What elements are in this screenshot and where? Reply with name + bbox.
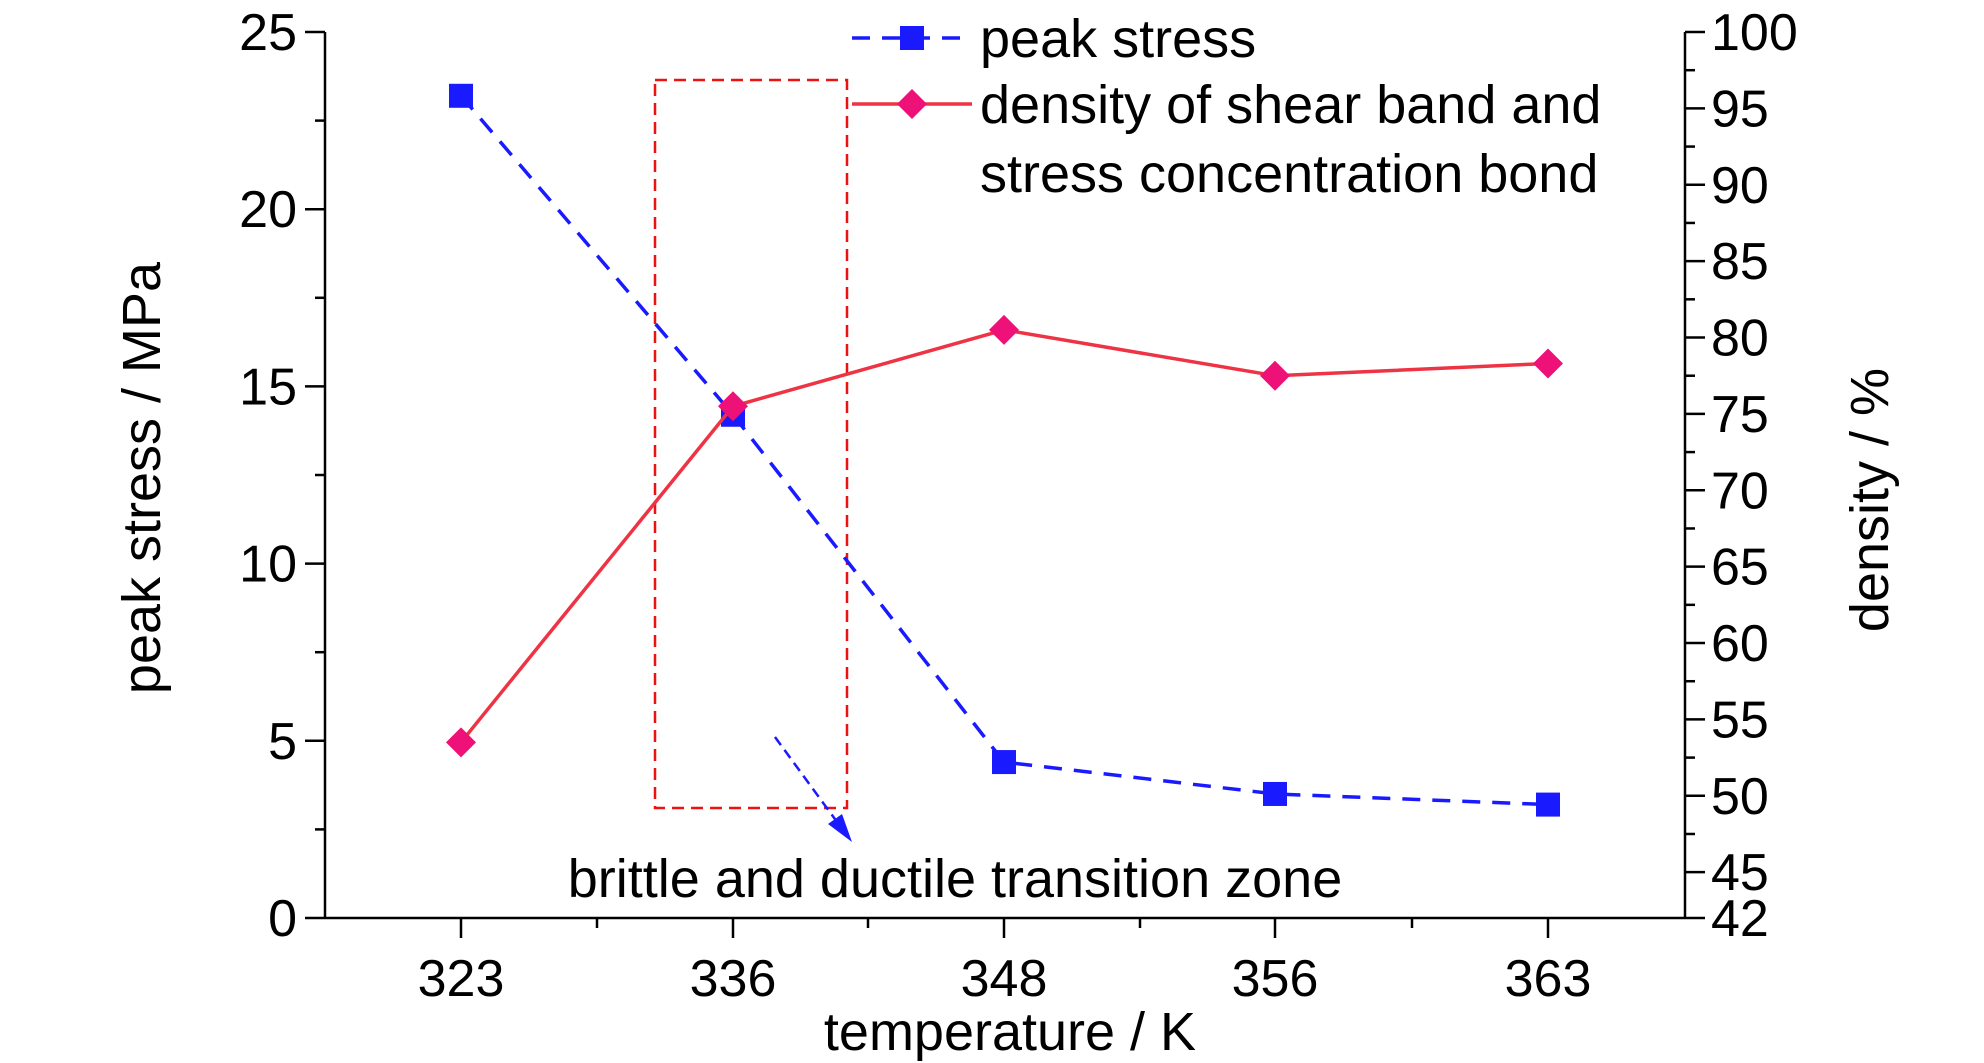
right-y-tick-label: 70 bbox=[1711, 462, 1769, 520]
left-y-tick-label: 0 bbox=[268, 890, 297, 948]
right-y-tick-label: 100 bbox=[1711, 4, 1798, 62]
left-y-axis-title: peak stress / MPa bbox=[112, 261, 172, 694]
right-y-tick-label: 75 bbox=[1711, 386, 1769, 444]
density-point bbox=[1260, 360, 1290, 391]
peak-stress-point bbox=[1536, 792, 1560, 817]
transition-zone-arrow bbox=[773, 736, 842, 827]
legend-density-label-line: density of shear band and bbox=[980, 75, 1601, 135]
right-y-tick-label: 45 bbox=[1711, 844, 1769, 902]
right-y-tick-label: 60 bbox=[1711, 615, 1769, 673]
density-point bbox=[989, 314, 1019, 345]
transition-zone-box bbox=[653, 78, 849, 810]
density-series bbox=[446, 314, 1563, 758]
right-y-tick-label: 65 bbox=[1711, 539, 1769, 597]
left-y-tick-label: 25 bbox=[239, 4, 297, 62]
annotation: brittle and ductile transition zone bbox=[568, 78, 1342, 909]
peak-stress-point bbox=[992, 750, 1016, 775]
peak-stress-point bbox=[1263, 781, 1287, 806]
legend-peak-stress-label: peak stress bbox=[980, 9, 1256, 69]
x-tick-label: 348 bbox=[961, 950, 1048, 1008]
right-y-tick-label: 55 bbox=[1711, 691, 1769, 749]
density-point bbox=[718, 391, 748, 422]
peak-stress-line bbox=[459, 94, 1549, 807]
right-y-tick-label: 85 bbox=[1711, 233, 1769, 291]
left-y-tick-label: 5 bbox=[268, 713, 297, 771]
left-y-tick-label: 10 bbox=[239, 536, 297, 594]
right-y-tick-label: 80 bbox=[1711, 310, 1769, 368]
x-axis-title: temperature / K bbox=[824, 1002, 1196, 1062]
x-tick-label: 356 bbox=[1232, 950, 1319, 1008]
transition-zone-label: brittle and ductile transition zone bbox=[568, 849, 1342, 909]
x-tick-label: 323 bbox=[418, 950, 505, 1008]
x-tick-label: 363 bbox=[1505, 950, 1592, 1008]
legend-peak-stress-marker bbox=[900, 26, 924, 50]
right-y-tick-label: 95 bbox=[1711, 80, 1769, 138]
series-layer bbox=[446, 83, 1563, 817]
left-y-tick-label: 15 bbox=[239, 358, 297, 416]
left-y-tick-label: 20 bbox=[239, 181, 297, 239]
density-point bbox=[1533, 348, 1563, 379]
density-point bbox=[446, 727, 476, 758]
density-line bbox=[459, 328, 1549, 744]
peak-stress-point bbox=[449, 83, 473, 108]
legend-density-label-line: stress concentration bond bbox=[980, 144, 1598, 204]
transition-zone-arrowhead bbox=[828, 814, 852, 842]
right-y-tick-label: 42 bbox=[1711, 890, 1769, 948]
legend-density-marker bbox=[897, 89, 927, 119]
right-y-tick-label: 90 bbox=[1711, 157, 1769, 215]
x-tick-label: 336 bbox=[690, 950, 777, 1008]
right-y-tick-label: 50 bbox=[1711, 768, 1769, 826]
right-y-axis-title: density / % bbox=[1840, 368, 1900, 632]
